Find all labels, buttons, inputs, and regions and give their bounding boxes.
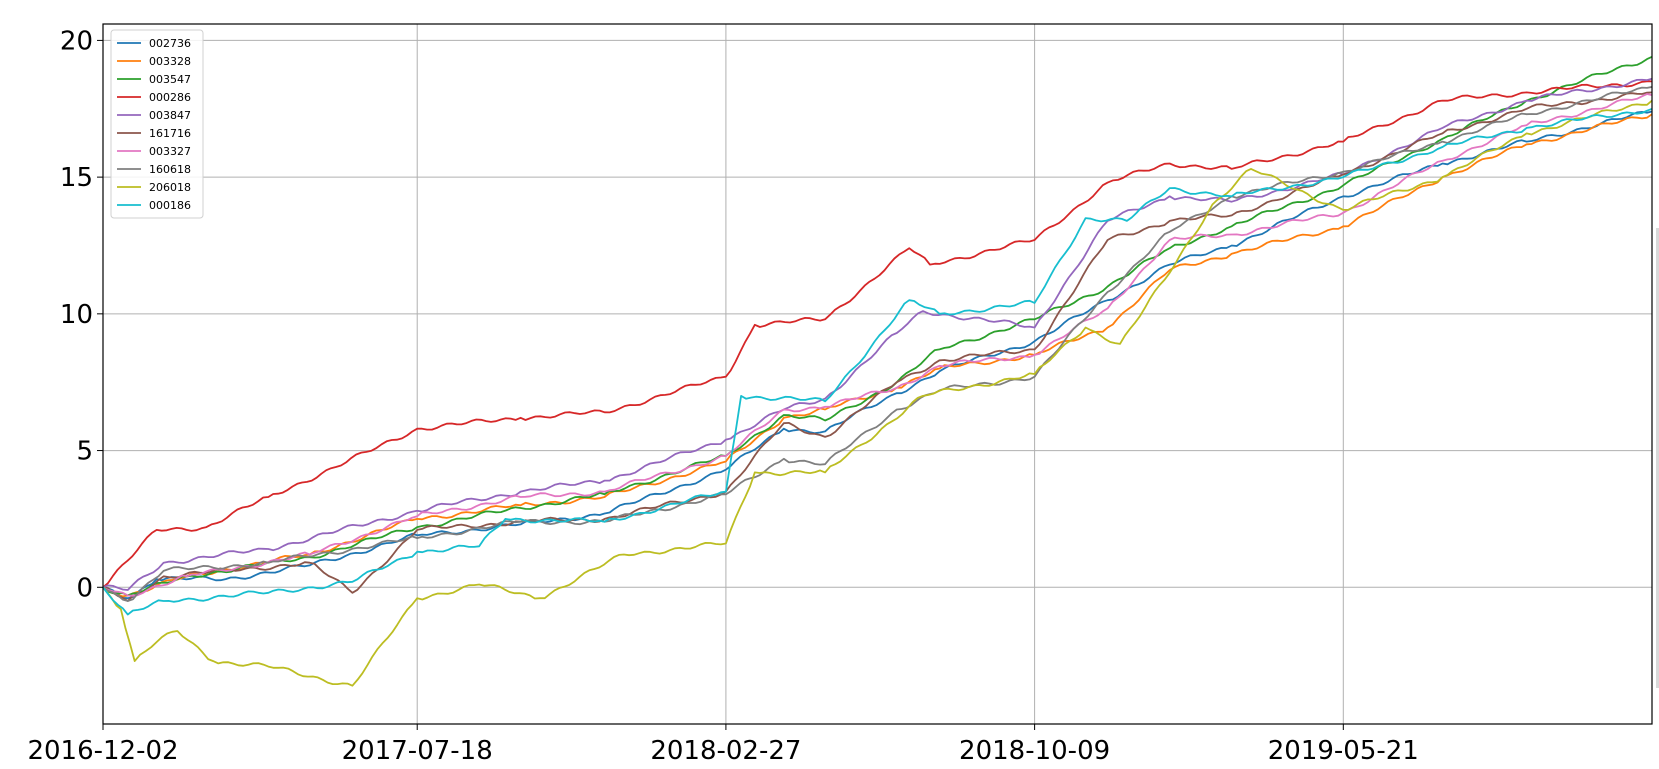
x-tick-label: 2019-05-21 [1268,736,1419,766]
legend-label: 160618 [149,163,191,176]
series-line-206018 [102,99,1653,687]
x-tick-label: 2018-10-09 [959,736,1110,766]
legend-label: 003327 [149,145,191,158]
y-tick-label: 5 [76,437,93,467]
y-axis: 0 5 10 15 20 [60,26,103,603]
x-axis: 2016-12-02 2017-07-18 2018-02-27 2018-10-09… [27,724,1419,766]
legend-label: 000286 [149,91,191,104]
y-tick-label: 10 [60,300,93,330]
legend-label: 161716 [149,127,191,140]
y-tick-label: 20 [60,26,93,56]
series-line-003847 [102,77,1653,591]
series-line-003327 [102,93,1653,597]
legend-label: 003847 [149,109,191,122]
series-line-002736 [102,110,1653,600]
series-line-161716 [102,91,1653,602]
legend-label: 002736 [149,37,191,50]
series-line-003328 [102,113,1653,598]
legend-label: 003547 [149,73,191,86]
grid-lines [102,24,1652,724]
series-lines [102,55,1653,687]
x-tick-label: 2018-02-27 [650,736,801,766]
series-line-000186 [102,107,1653,616]
series-line-000286 [102,80,1653,588]
legend-label: 206018 [149,181,191,194]
series-line-160618 [102,86,1653,602]
legend-label: 003328 [149,55,191,68]
plot-frame [102,23,1653,725]
x-tick-label: 2017-07-18 [342,736,493,766]
scrollbar-edge[interactable] [1656,228,1659,688]
legend: 002736 003328 003547 000286 003847 161716 0033… [110,29,204,219]
y-tick-label: 0 [76,573,93,603]
legend-box [110,29,204,219]
y-tick-label: 15 [60,163,93,193]
x-tick-label: 2016-12-02 [27,736,178,766]
legend-label: 000186 [149,199,191,212]
